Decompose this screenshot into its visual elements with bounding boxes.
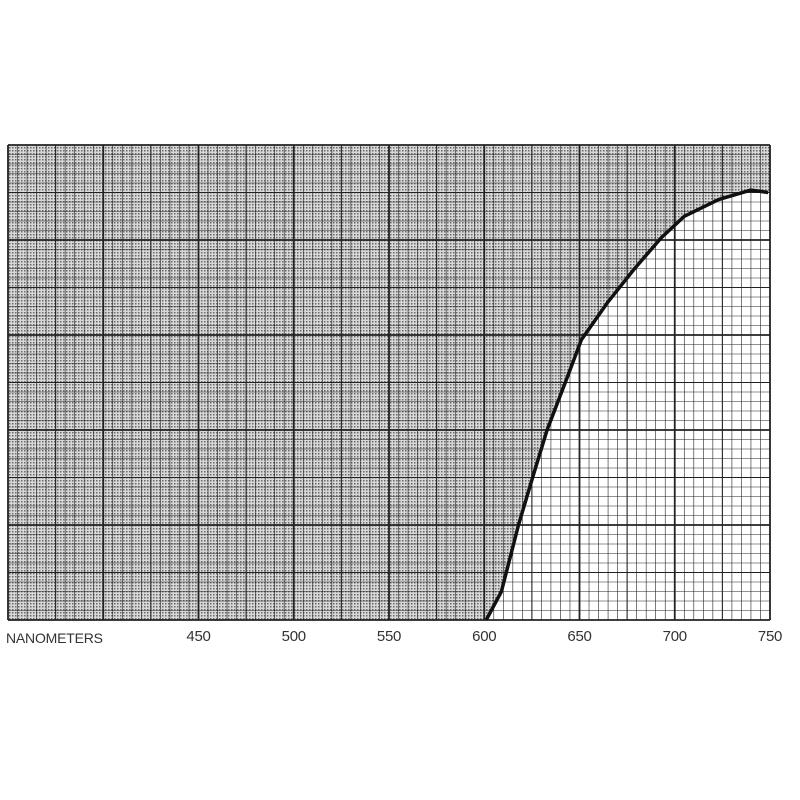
- x-tick-label: 650: [567, 628, 592, 645]
- x-tick-label: 750: [757, 628, 783, 645]
- transmission-curve: [484, 188, 769, 621]
- x-tick-label: 500: [281, 628, 306, 645]
- x-tick-label: 450: [186, 628, 211, 645]
- x-tick-label: 550: [376, 628, 402, 645]
- x-tick-label: 600: [472, 628, 497, 645]
- x-tick-label: 700: [662, 628, 687, 645]
- grid: [7, 144, 771, 621]
- x-axis-label: NANOMETERS: [6, 630, 103, 646]
